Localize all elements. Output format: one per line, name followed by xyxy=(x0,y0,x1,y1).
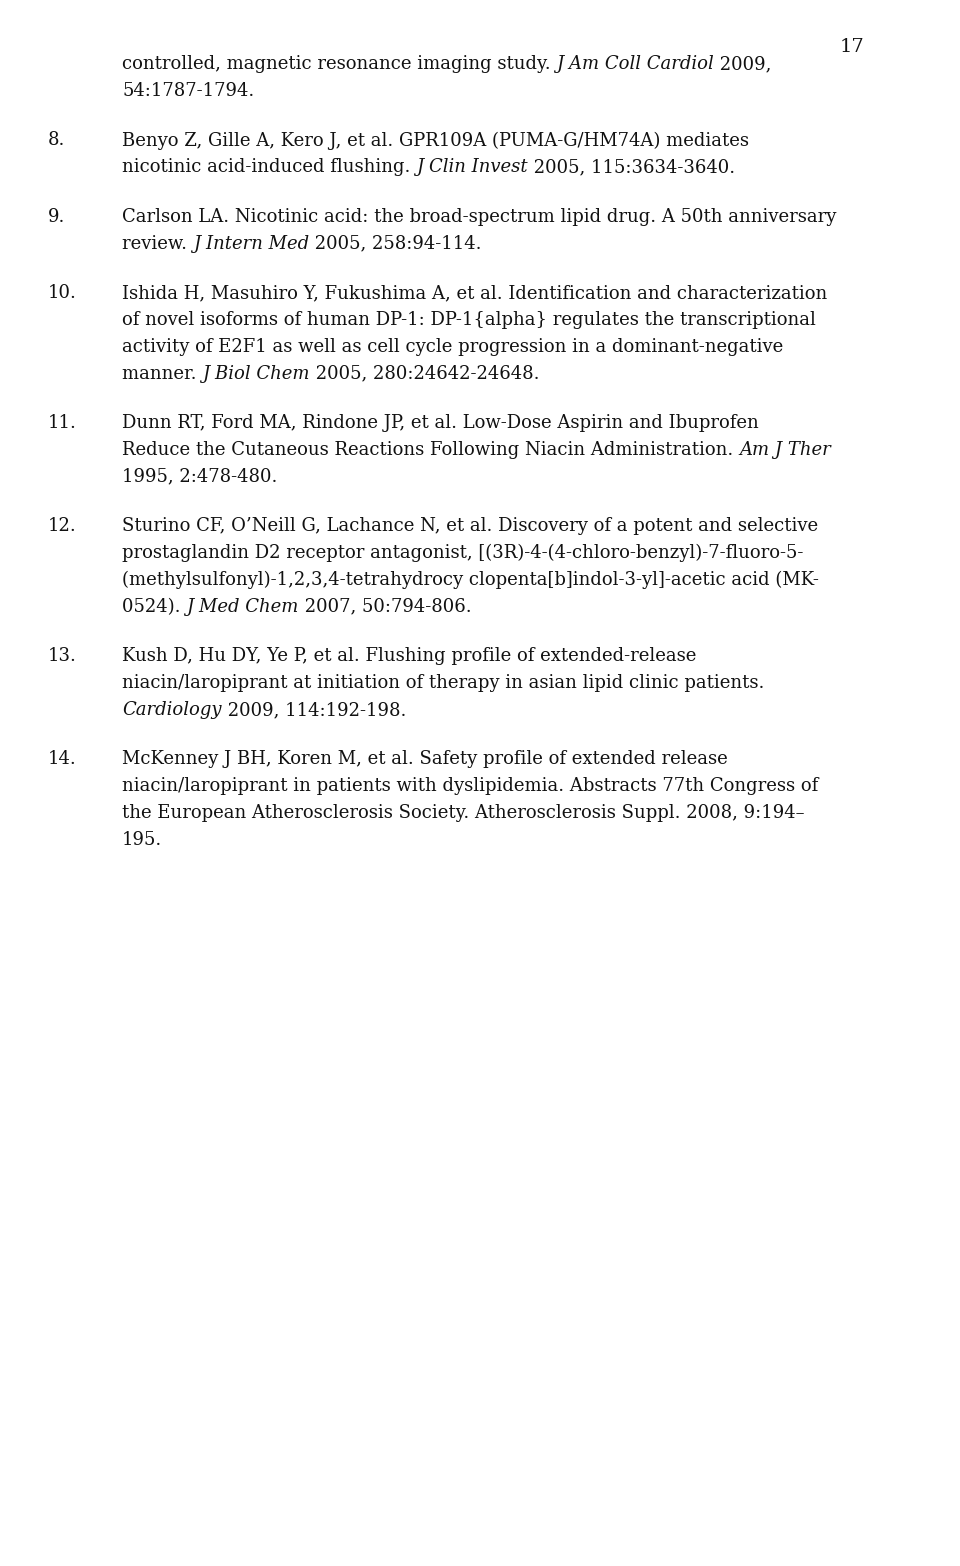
Text: 2005, 258:94-114.: 2005, 258:94-114. xyxy=(309,235,481,252)
Text: 2007, 50:794-806.: 2007, 50:794-806. xyxy=(299,598,471,615)
Text: 10.: 10. xyxy=(48,283,77,302)
Text: Cardiology: Cardiology xyxy=(122,702,222,719)
Text: 17: 17 xyxy=(840,38,865,56)
Text: J Am Coll Cardiol: J Am Coll Cardiol xyxy=(557,55,714,74)
Text: 14.: 14. xyxy=(48,750,77,769)
Text: 9.: 9. xyxy=(48,208,65,226)
Text: J Biol Chem: J Biol Chem xyxy=(203,365,310,382)
Text: controlled, magnetic resonance imaging study.: controlled, magnetic resonance imaging s… xyxy=(122,55,557,74)
Text: 2009,: 2009, xyxy=(714,55,772,74)
Text: manner.: manner. xyxy=(122,365,203,382)
Text: J Clin Invest: J Clin Invest xyxy=(416,158,528,177)
Text: McKenney J BH, Koren M, et al. Safety profile of extended release: McKenney J BH, Koren M, et al. Safety pr… xyxy=(122,750,728,769)
Text: the European Atherosclerosis Society. Atherosclerosis Suppl. 2008, 9:194–: the European Atherosclerosis Society. At… xyxy=(122,803,804,822)
Text: activity of E2F1 as well as cell cycle progression in a dominant-negative: activity of E2F1 as well as cell cycle p… xyxy=(122,338,783,355)
Text: Reduce the Cutaneous Reactions Following Niacin Administration.: Reduce the Cutaneous Reactions Following… xyxy=(122,442,739,459)
Text: Benyo Z, Gille A, Kero J, et al. GPR109A (PUMA-G/HM74A) mediates: Benyo Z, Gille A, Kero J, et al. GPR109A… xyxy=(122,132,749,150)
Text: 54:1787-1794.: 54:1787-1794. xyxy=(122,81,254,100)
Text: J Med Chem: J Med Chem xyxy=(186,598,299,615)
Text: Sturino CF, O’Neill G, Lachance N, et al. Discovery of a potent and selective: Sturino CF, O’Neill G, Lachance N, et al… xyxy=(122,517,818,536)
Text: Dunn RT, Ford MA, Rindone JP, et al. Low-Dose Aspirin and Ibuprofen: Dunn RT, Ford MA, Rindone JP, et al. Low… xyxy=(122,413,758,432)
Text: (methylsulfonyl)-1,2,3,4-tetrahydrocy clopenta[b]indol-3-yl]-acetic acid (MK-: (methylsulfonyl)-1,2,3,4-tetrahydrocy cl… xyxy=(122,572,819,589)
Text: 8.: 8. xyxy=(48,132,65,149)
Text: nicotinic acid-induced flushing.: nicotinic acid-induced flushing. xyxy=(122,158,416,177)
Text: 0524).: 0524). xyxy=(122,598,186,615)
Text: niacin/laropiprant in patients with dyslipidemia. Abstracts 77th Congress of: niacin/laropiprant in patients with dysl… xyxy=(122,777,818,796)
Text: 1995, 2:478-480.: 1995, 2:478-480. xyxy=(122,468,277,485)
Text: Am J Ther: Am J Ther xyxy=(739,442,830,459)
Text: 2005, 280:24642-24648.: 2005, 280:24642-24648. xyxy=(310,365,540,382)
Text: 11.: 11. xyxy=(48,413,77,432)
Text: 195.: 195. xyxy=(122,832,162,849)
Text: review.: review. xyxy=(122,235,193,252)
Text: Kush D, Hu DY, Ye P, et al. Flushing profile of extended-release: Kush D, Hu DY, Ye P, et al. Flushing pro… xyxy=(122,647,696,666)
Text: prostaglandin D2 receptor antagonist, [(3R)-4-(4-chloro-benzyl)-7-fluoro-5-: prostaglandin D2 receptor antagonist, [(… xyxy=(122,543,804,562)
Text: J Intern Med: J Intern Med xyxy=(193,235,309,252)
Text: niacin/laropiprant at initiation of therapy in asian lipid clinic patients.: niacin/laropiprant at initiation of ther… xyxy=(122,673,764,692)
Text: 12.: 12. xyxy=(48,517,77,536)
Text: 13.: 13. xyxy=(48,647,77,666)
Text: Carlson LA. Nicotinic acid: the broad-spectrum lipid drug. A 50th anniversary: Carlson LA. Nicotinic acid: the broad-sp… xyxy=(122,208,836,226)
Text: 2005, 115:3634-3640.: 2005, 115:3634-3640. xyxy=(528,158,734,177)
Text: Ishida H, Masuhiro Y, Fukushima A, et al. Identification and characterization: Ishida H, Masuhiro Y, Fukushima A, et al… xyxy=(122,283,828,302)
Text: of novel isoforms of human DP-1: DP-1{alpha} regulates the transcriptional: of novel isoforms of human DP-1: DP-1{al… xyxy=(122,312,816,329)
Text: 2009, 114:192-198.: 2009, 114:192-198. xyxy=(222,702,406,719)
